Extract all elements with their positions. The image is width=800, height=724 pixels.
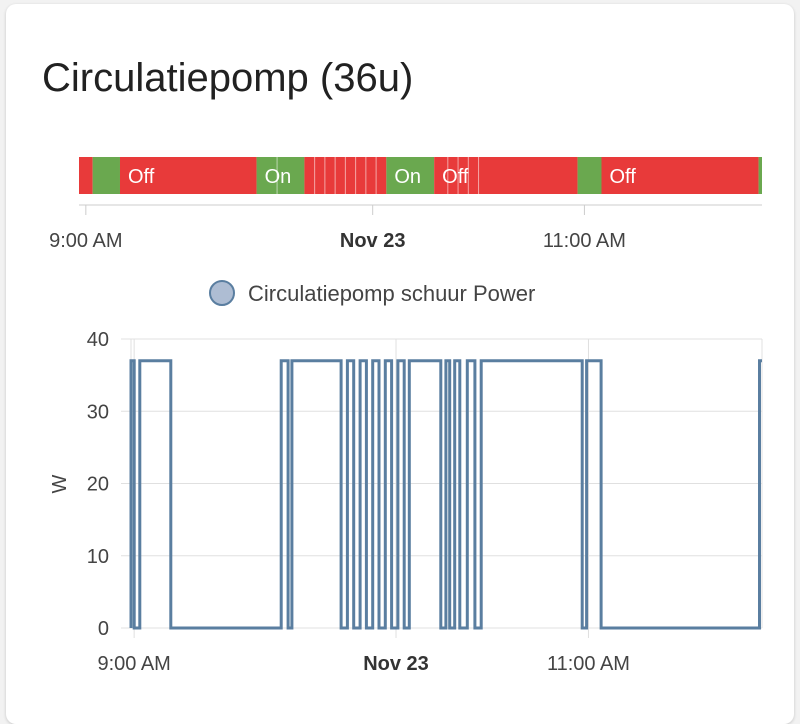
legend-series-name: Circulatiepomp schuur Power: [248, 281, 535, 306]
state-timeline[interactable]: Off On On Off Off: [79, 157, 762, 194]
timeline-segment-on[interactable]: [386, 157, 435, 194]
history-card: Circulatiepomp (36u): [6, 4, 794, 724]
y-tick-label: 20: [87, 474, 109, 496]
timeline-segment-label: Off: [128, 166, 155, 188]
x-tick-label: 11:00 AM: [547, 653, 630, 675]
series-line-power[interactable]: [129, 359, 762, 630]
timeline-segment-label: On: [394, 166, 421, 188]
timeline-segment-label: On: [265, 166, 292, 188]
timeline-tick-label: 9:00 AM: [49, 230, 122, 252]
legend-marker-icon: [209, 280, 235, 306]
timeline-tick-label: Nov 23: [340, 230, 406, 252]
chart-series[interactable]: [129, 359, 762, 630]
timeline-tick-label: 11:00 AM: [543, 230, 626, 252]
timeline-segment-on[interactable]: [256, 157, 305, 194]
timeline-segment-off[interactable]: [119, 157, 257, 194]
card-title: Circulatiepomp (36u): [42, 56, 414, 100]
timeline-segment-on[interactable]: [577, 157, 602, 194]
chart-legend[interactable]: Circulatiepomp schuur Power: [209, 280, 535, 306]
chart-x-axis: 9:00 AM Nov 23 11:00 AM: [97, 653, 630, 675]
timeline-segment-label: Off: [442, 166, 469, 188]
y-tick-label: 0: [98, 618, 109, 640]
x-tick-label: 9:00 AM: [97, 653, 170, 675]
timeline-axis: 9:00 AM Nov 23 11:00 AM: [49, 204, 762, 252]
history-graphs: Off On On Off Off 9:00 AM Nov 23 11:00 AM Circ…: [49, 157, 763, 675]
timeline-segment-on[interactable]: [758, 157, 762, 194]
timeline-segment-off[interactable]: [79, 157, 93, 194]
y-tick-label: 30: [87, 401, 109, 423]
chart-y-axis: 0 10 20 30 40: [87, 329, 109, 640]
y-axis-label: W: [49, 474, 71, 493]
timeline-segment-on[interactable]: [92, 157, 120, 194]
y-tick-label: 10: [87, 546, 109, 568]
timeline-segment-off[interactable]: [601, 157, 759, 194]
y-tick-label: 40: [87, 329, 109, 351]
x-tick-label: Nov 23: [363, 653, 429, 675]
timeline-segment-label: Off: [609, 166, 636, 188]
